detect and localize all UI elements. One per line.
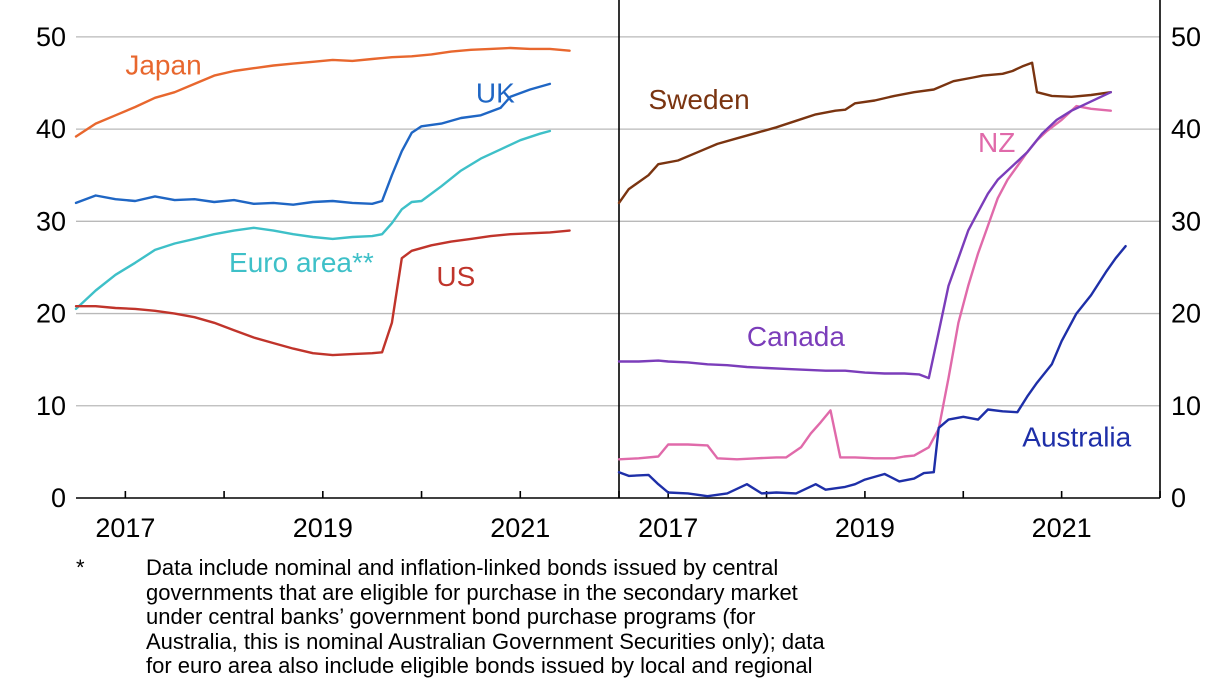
- y-tick-label: 50: [36, 22, 66, 52]
- y-tick-label: 40: [1171, 114, 1201, 144]
- series-line-uk: [74, 82, 552, 206]
- chart-frame: [76, 0, 1161, 499]
- series-line-japan: [74, 46, 571, 138]
- x-tick-label: 2021: [1032, 513, 1092, 543]
- y-tick-label: 50: [1171, 22, 1201, 52]
- y-tick-label: 30: [36, 206, 66, 236]
- series-line-sweden: [617, 61, 1112, 205]
- x-tick-label: 2017: [95, 513, 155, 543]
- series-line-canada: [617, 91, 1112, 380]
- series-label-euro-area: Euro area**: [229, 247, 374, 278]
- series-label-sweden: Sweden: [649, 84, 750, 115]
- footnote-marker: *: [76, 555, 85, 580]
- series-label-us: US: [436, 261, 475, 292]
- series-label-nz: NZ: [978, 127, 1015, 158]
- series-lines: [74, 46, 1127, 498]
- bond-holdings-chart: 0 10 20 30 40 50 2017 2019 2021 Japan UK Euro area*…: [36, 0, 1201, 543]
- series-label-uk: UK: [476, 77, 515, 108]
- footnote-text: Data include nominal and inflation-linke…: [146, 555, 825, 678]
- y-tick-label: 20: [36, 299, 66, 329]
- x-tick-label: 2019: [835, 513, 895, 543]
- series-line-australia: [617, 245, 1127, 498]
- series-label-canada: Canada: [747, 321, 846, 352]
- series-label-japan: Japan: [125, 50, 201, 81]
- x-tick-label: 2019: [293, 513, 353, 543]
- y-tick-label: 0: [1171, 483, 1186, 513]
- labels: 0 10 20 30 40 50 2017 2019 2021 Japan UK Euro area*…: [36, 22, 1201, 543]
- y-tick-label: 0: [51, 483, 66, 513]
- footnote: * Data include nominal and inflation-lin…: [76, 555, 1176, 679]
- y-tick-label: 20: [1171, 299, 1201, 329]
- series-label-australia: Australia: [1022, 421, 1131, 452]
- y-tick-label: 40: [36, 114, 66, 144]
- x-tick-label: 2021: [490, 513, 550, 543]
- series-line-euro-area: [74, 129, 552, 311]
- series-line-us: [74, 229, 571, 357]
- x-tick-label: 2017: [638, 513, 698, 543]
- y-tick-label: 10: [1171, 391, 1201, 421]
- y-tick-label: 30: [1171, 206, 1201, 236]
- gridlines: [76, 36, 1160, 407]
- y-tick-label: 10: [36, 391, 66, 421]
